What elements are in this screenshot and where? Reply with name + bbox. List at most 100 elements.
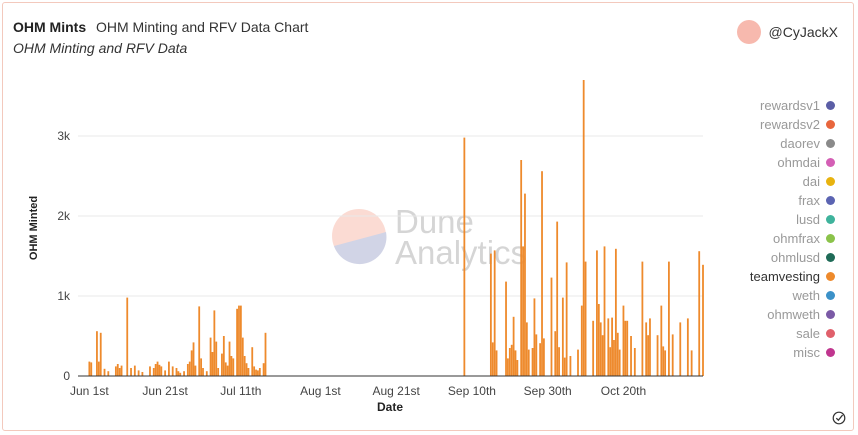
legend-item-dai[interactable]: dai: [750, 172, 835, 191]
bar: [491, 342, 494, 376]
legend-label: ohmdai: [777, 155, 820, 170]
bar: [192, 342, 195, 376]
legend-item-ohmlusd[interactable]: ohmlusd: [750, 248, 835, 267]
checkmark-icon: [832, 411, 846, 425]
query-title[interactable]: OHM Mints: [13, 19, 87, 35]
bar: [531, 348, 534, 376]
bar: [527, 349, 530, 376]
bar: [171, 366, 174, 376]
avatar: [736, 20, 761, 44]
bar: [103, 368, 106, 376]
bar: [175, 368, 178, 376]
legend-dot: [826, 120, 835, 129]
x-tick-label: Jun 21st: [142, 384, 188, 398]
x-tick-label: Aug 1st: [300, 384, 341, 398]
bar: [224, 362, 227, 376]
legend-label: teamvesting: [749, 269, 820, 284]
bar: [177, 371, 180, 376]
legend-dot: [826, 101, 835, 110]
y-tick-label: 2k: [57, 209, 71, 223]
y-axis-title: OHM Minted: [28, 196, 40, 260]
legend-dot: [826, 234, 835, 243]
bar: [152, 368, 155, 376]
bar: [217, 368, 220, 376]
bar: [556, 221, 559, 376]
bar: [230, 356, 233, 376]
legend-item-ohmdai[interactable]: ohmdai: [750, 153, 835, 172]
author-link[interactable]: @CyJackX: [736, 20, 838, 44]
bar: [202, 368, 204, 376]
bar: [633, 348, 636, 376]
bar: [88, 361, 91, 376]
legend-item-misc[interactable]: misc: [750, 343, 835, 362]
legend-item-weth[interactable]: weth: [750, 286, 835, 305]
legend-item-frax[interactable]: frax: [750, 191, 835, 210]
bar: [211, 352, 214, 376]
bar: [183, 371, 185, 376]
legend-dot: [826, 177, 835, 186]
legend-dot: [826, 158, 835, 167]
legend-item-ohmfrax[interactable]: ohmfrax: [750, 229, 835, 248]
legend-label: dai: [802, 174, 820, 189]
bar: [596, 250, 598, 376]
bar: [616, 332, 619, 376]
legend-item-rewardsv2[interactable]: rewardsv2: [750, 115, 835, 134]
bar: [239, 305, 242, 376]
legend-label: weth: [792, 288, 820, 303]
bar: [251, 347, 254, 376]
bar: [507, 358, 509, 376]
legend-label: misc: [793, 345, 820, 360]
bar: [257, 370, 259, 376]
bar: [535, 334, 538, 376]
bar: [264, 332, 267, 376]
svg-text:Dune: Dune: [395, 203, 474, 240]
bar: [541, 171, 543, 376]
legend: rewardsv1 rewardsv2 daorev ohmdai dai frax lus…: [750, 96, 835, 362]
bar: [243, 356, 246, 376]
bar: [662, 346, 665, 376]
legend-item-daorev[interactable]: daorev: [750, 134, 835, 153]
visualization-description: OHM Minting and RFV Data: [13, 40, 188, 56]
x-tick-label: Jul 11th: [220, 384, 261, 398]
bar: [543, 338, 545, 376]
x-tick-label: Sep 30th: [524, 384, 572, 398]
x-axis-title: Date: [377, 400, 403, 414]
bar: [539, 343, 542, 376]
bar: [168, 361, 170, 376]
bar: [209, 337, 212, 376]
bar: [613, 340, 615, 376]
bar: [630, 336, 632, 376]
bar: [205, 371, 208, 376]
bar: [512, 316, 515, 376]
author-handle: @CyJackX: [768, 24, 838, 40]
bar: [262, 363, 265, 376]
bar: [533, 298, 536, 376]
visualization-title: OHM Minting and RFV Data Chart: [96, 19, 309, 35]
bar: [599, 322, 602, 376]
x-tick-label: Sep 10th: [448, 384, 496, 398]
bar: [118, 368, 121, 376]
bar: [601, 335, 604, 376]
legend-item-rewardsv1[interactable]: rewardsv1: [750, 96, 835, 115]
bar: [97, 361, 100, 376]
bar: [607, 318, 610, 376]
bar: [686, 318, 689, 376]
bar: [493, 250, 496, 376]
legend-dot: [826, 215, 835, 224]
bar: [698, 251, 701, 376]
legend-item-ohmweth[interactable]: ohmweth: [750, 305, 835, 324]
bar: [580, 305, 583, 376]
bar: [245, 363, 248, 376]
bar: [158, 364, 161, 376]
bar: [510, 344, 513, 376]
legend-item-sale[interactable]: sale: [750, 324, 835, 343]
bar: [597, 304, 600, 376]
legend-item-teamvesting[interactable]: teamvesting: [750, 267, 835, 286]
bar: [641, 261, 644, 376]
bar: [96, 331, 98, 376]
bar: [241, 337, 244, 376]
bar: [563, 357, 566, 376]
bar: [495, 350, 498, 376]
bar: [255, 369, 257, 376]
legend-item-lusd[interactable]: lusd: [750, 210, 835, 229]
